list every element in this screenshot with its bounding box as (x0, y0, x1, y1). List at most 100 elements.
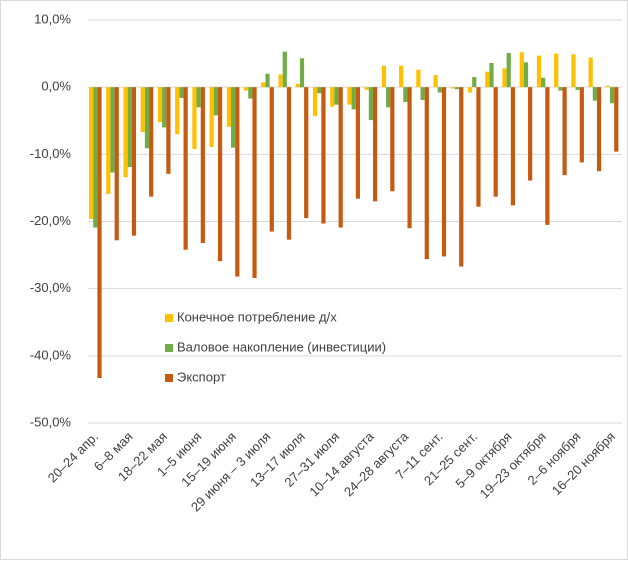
bar (200, 87, 205, 243)
bar (575, 87, 580, 90)
bar (407, 87, 412, 229)
bar (433, 75, 438, 88)
bar (347, 87, 352, 105)
bar (226, 87, 232, 127)
bar (510, 87, 516, 206)
bar (390, 87, 395, 192)
bar (144, 87, 150, 149)
bar (140, 87, 145, 133)
y-tick-label: -50,0% (30, 414, 72, 429)
bar (558, 87, 563, 91)
bar (299, 58, 305, 88)
bar (265, 73, 270, 88)
bar (312, 87, 318, 117)
bar (89, 87, 94, 219)
bar (304, 87, 309, 219)
bar (493, 87, 498, 197)
bar (162, 87, 167, 128)
bar (459, 87, 464, 267)
bar (248, 87, 253, 99)
bar (317, 87, 322, 94)
bar (592, 87, 597, 101)
bar (528, 87, 533, 181)
bar (609, 87, 615, 104)
bar (541, 77, 546, 88)
bar (424, 87, 429, 260)
bar (386, 87, 391, 108)
bar (330, 87, 335, 107)
bar (399, 65, 404, 88)
bar (166, 87, 171, 174)
bar (93, 87, 98, 228)
bar (454, 87, 460, 90)
bar (149, 87, 154, 197)
bar (523, 62, 529, 88)
bar (131, 87, 137, 236)
bar (579, 87, 584, 163)
bar (157, 87, 163, 123)
bar (536, 55, 542, 88)
legend-label: Валовое накопление (инвестиции) (177, 339, 386, 354)
bar (213, 87, 218, 116)
bar (209, 87, 214, 147)
bar (231, 87, 236, 148)
y-tick-label: -10,0% (30, 146, 72, 161)
bar (114, 87, 119, 241)
bar (127, 87, 132, 168)
bar (217, 87, 223, 262)
bar (334, 87, 339, 105)
bar (420, 87, 425, 100)
legend-swatch (165, 314, 173, 322)
bar (183, 87, 188, 250)
bar (614, 87, 619, 152)
bar (502, 68, 507, 88)
legend-label: Экспорт (177, 369, 226, 384)
bar (278, 74, 283, 88)
y-tick-label: 10,0% (34, 11, 71, 26)
bar (467, 87, 473, 93)
bar (489, 62, 494, 88)
bar (286, 87, 292, 240)
bar (554, 53, 559, 88)
y-tick-label: -30,0% (30, 280, 72, 295)
bar (110, 87, 115, 173)
bar (476, 87, 481, 207)
legend-swatch (165, 374, 173, 382)
y-tick-label: -40,0% (30, 347, 72, 362)
bar (321, 87, 326, 224)
bar (106, 87, 111, 194)
bar (437, 87, 442, 93)
y-tick-label: -20,0% (30, 213, 72, 228)
bar (338, 87, 343, 228)
bar (196, 87, 201, 108)
bar (282, 51, 287, 88)
bar (562, 87, 567, 176)
y-tick-label: 0,0% (41, 79, 71, 94)
bar (450, 87, 455, 89)
bar (364, 87, 369, 90)
bar (596, 87, 602, 172)
bar (179, 87, 184, 98)
bar (545, 87, 550, 225)
bar (244, 87, 249, 91)
bar (588, 57, 593, 88)
bar (416, 69, 421, 88)
bar (192, 87, 197, 149)
bar (368, 87, 374, 121)
bar (441, 87, 447, 257)
bar (355, 87, 360, 199)
bar (97, 87, 102, 378)
bar (269, 87, 274, 232)
bar (571, 54, 576, 88)
bar (252, 87, 257, 278)
bar (295, 83, 300, 88)
bar (235, 87, 240, 277)
bar (605, 85, 610, 88)
bar (472, 77, 477, 88)
bar (175, 87, 180, 135)
bar (351, 87, 356, 110)
legend-swatch (165, 344, 173, 352)
bar (373, 87, 378, 202)
bar (261, 82, 266, 88)
